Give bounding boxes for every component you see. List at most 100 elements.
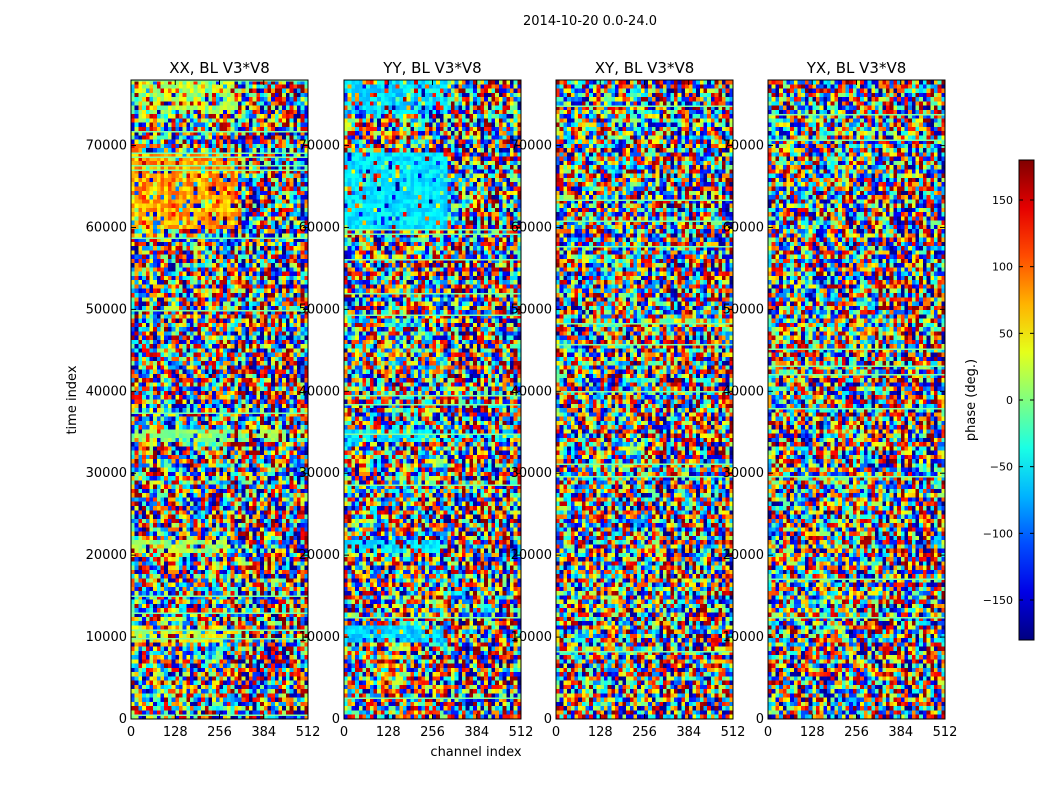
heatmap-cell — [226, 506, 232, 511]
heatmap-cell — [278, 314, 283, 320]
heatmap-cell — [237, 288, 243, 294]
heatmap-cell — [204, 139, 210, 145]
heatmap-cell — [134, 118, 139, 124]
heatmap-cell — [296, 412, 302, 418]
heatmap-cell — [230, 416, 235, 422]
heatmap-cell — [274, 488, 280, 494]
heatmap-cell — [241, 182, 246, 188]
heatmap-cell — [226, 395, 232, 401]
heatmap-cell — [226, 390, 232, 396]
heatmap-cell — [171, 207, 176, 213]
heatmap-cell — [300, 122, 305, 128]
heatmap-cell — [204, 233, 210, 239]
heatmap-cell — [278, 352, 283, 358]
heatmap-cell — [249, 173, 254, 179]
heatmap-cell — [274, 467, 280, 473]
heatmap-cell — [160, 352, 165, 358]
heatmap-cell — [164, 135, 169, 141]
heatmap-cell — [212, 220, 217, 226]
heatmap-cell — [226, 433, 232, 439]
heatmap-cell — [256, 348, 261, 354]
heatmap-cell — [164, 80, 169, 85]
heatmap-cell — [208, 105, 213, 111]
heatmap-cell — [223, 258, 228, 264]
heatmap-cell — [267, 139, 272, 145]
heatmap-cell — [300, 344, 305, 349]
heatmap-cell — [234, 114, 239, 119]
heatmap-cell — [190, 497, 195, 503]
heatmap-cell — [249, 284, 254, 290]
heatmap-cell — [219, 101, 224, 107]
heatmap-cell — [289, 254, 294, 260]
heatmap-cell — [241, 348, 246, 354]
heatmap-cell — [278, 241, 283, 247]
heatmap-cell — [204, 454, 210, 460]
heatmap-cell — [237, 348, 243, 354]
heatmap-cell — [167, 399, 173, 405]
heatmap-cell — [156, 327, 162, 332]
heatmap-cell — [300, 241, 305, 247]
heatmap-cell — [230, 450, 235, 456]
heatmap-cell — [234, 275, 239, 281]
heatmap-cell — [182, 293, 187, 298]
heatmap-cell — [142, 114, 147, 119]
heatmap-cell — [263, 484, 269, 490]
heatmap-cell — [263, 314, 269, 320]
heatmap-cell — [138, 369, 143, 375]
heatmap-cell — [134, 207, 139, 213]
heatmap-cell — [285, 195, 291, 200]
heatmap-cell — [175, 92, 180, 98]
heatmap-cell — [282, 122, 287, 128]
heatmap-cell — [271, 258, 276, 264]
heatmap-cell — [278, 310, 283, 315]
heatmap-cell — [234, 224, 239, 230]
heatmap-cell — [219, 365, 224, 371]
heatmap-cell — [300, 510, 305, 516]
heatmap-cell — [245, 369, 250, 375]
heatmap-cell — [296, 314, 302, 320]
heatmap-cell — [167, 433, 173, 439]
heatmap-cell — [300, 403, 305, 409]
heatmap-cell — [197, 101, 202, 107]
heatmap-cell — [252, 442, 257, 447]
heatmap-cell — [237, 254, 243, 260]
heatmap-cell — [267, 365, 272, 371]
heatmap-cell — [212, 195, 217, 200]
heatmap-cell — [237, 425, 243, 430]
heatmap-cell — [190, 305, 195, 311]
heatmap-cell — [234, 327, 239, 332]
heatmap-cell — [219, 446, 224, 452]
heatmap-cell — [289, 510, 294, 516]
heatmap-cell — [142, 378, 147, 384]
heatmap-cell — [293, 403, 298, 409]
heatmap-cell — [296, 258, 302, 264]
heatmap-cell — [212, 280, 217, 286]
heatmap-cell — [138, 408, 143, 413]
heatmap-cell — [271, 322, 276, 328]
heatmap-cell — [282, 442, 287, 447]
heatmap-cell — [274, 114, 280, 119]
heatmap-cell — [249, 488, 254, 494]
heatmap-cell — [234, 446, 239, 452]
heatmap-cell — [167, 471, 173, 477]
heatmap-cell — [293, 446, 298, 452]
heatmap-cell — [271, 229, 276, 234]
heatmap-cell — [178, 425, 184, 430]
heatmap-cell — [245, 365, 250, 371]
heatmap-cell — [204, 412, 210, 418]
heatmap-cell — [241, 233, 246, 239]
heatmap-cell — [274, 437, 280, 443]
heatmap-cell — [226, 135, 232, 141]
heatmap-cell — [234, 395, 239, 401]
heatmap-cell — [245, 131, 250, 136]
heatmap-cell — [193, 412, 198, 418]
heatmap-cell — [252, 267, 257, 273]
heatmap-cell — [304, 463, 308, 469]
heatmap-cell — [234, 488, 239, 494]
heatmap-cell — [256, 301, 261, 307]
heatmap-cell — [134, 182, 139, 188]
heatmap-cell — [182, 186, 187, 192]
heatmap-cell — [190, 361, 195, 367]
heatmap-cell — [223, 284, 228, 290]
